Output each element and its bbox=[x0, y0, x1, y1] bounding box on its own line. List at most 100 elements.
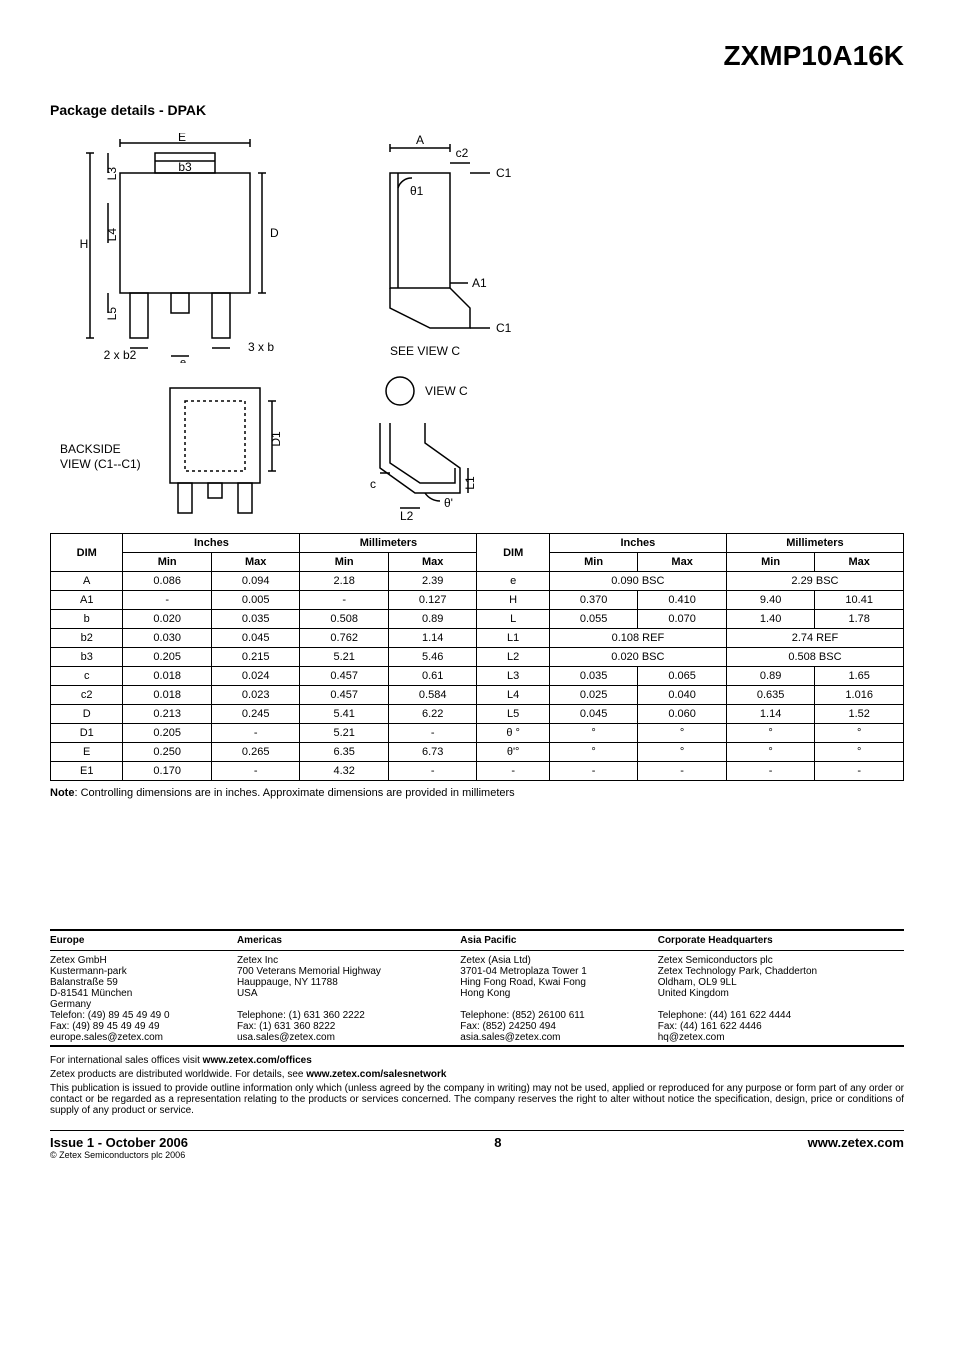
table-cell: 0.005 bbox=[211, 591, 300, 610]
table-cell: 0.89 bbox=[726, 667, 815, 686]
table-row: c0.0180.0240.4570.61L30.0350.0650.891.65 bbox=[51, 667, 904, 686]
contact-hdr-asia: Asia Pacific bbox=[460, 931, 657, 951]
table-cell: c bbox=[51, 667, 123, 686]
table-row: D10.205-5.21-θ °°°°° bbox=[51, 724, 904, 743]
contact-hdr-hq: Corporate Headquarters bbox=[658, 931, 904, 951]
label-c2: c2 bbox=[456, 146, 469, 160]
table-cell: - bbox=[815, 762, 904, 781]
table-cell: A bbox=[51, 572, 123, 591]
table-cell: 0.61 bbox=[388, 667, 477, 686]
table-cell: L2 bbox=[477, 648, 549, 667]
diagrams-row-1: E b3 L3 H L4 D L5 2 x b2 e 3 x b bbox=[50, 133, 904, 363]
label-C1-top: C1 bbox=[496, 166, 512, 180]
contact-hdr-americas: Americas bbox=[237, 931, 460, 951]
contacts: Europe Americas Asia Pacific Corporate H… bbox=[50, 929, 904, 1047]
table-cell: 0.584 bbox=[388, 686, 477, 705]
table-cell: ° bbox=[549, 724, 638, 743]
table-cell: 0.094 bbox=[211, 572, 300, 591]
table-cell: 0.205 bbox=[123, 648, 212, 667]
note: Note: Controlling dimensions are in inch… bbox=[50, 787, 904, 799]
label-L1: L1 bbox=[463, 476, 477, 490]
table-cell: 0.055 bbox=[549, 610, 638, 629]
table-cell: ° bbox=[549, 743, 638, 762]
table-cell: 1.65 bbox=[815, 667, 904, 686]
contact-addr-americas: Zetex Inc 700 Veterans Memorial Highway … bbox=[237, 951, 460, 1046]
table-cell: ° bbox=[815, 724, 904, 743]
legal-text: For international sales offices visit ww… bbox=[50, 1055, 904, 1116]
table-cell: 9.40 bbox=[726, 591, 815, 610]
legal-3: This publication is issued to provide ou… bbox=[50, 1083, 904, 1116]
table-cell: ° bbox=[815, 743, 904, 762]
diagram-backside: BACKSIDE VIEW (C1--C1) D1 bbox=[50, 373, 310, 523]
table-cell: 1.016 bbox=[815, 686, 904, 705]
table-cell: 0.035 bbox=[549, 667, 638, 686]
table-row: A1-0.005-0.127H0.3700.4109.4010.41 bbox=[51, 591, 904, 610]
label-D1: D1 bbox=[269, 431, 283, 447]
table-cell: b2 bbox=[51, 629, 123, 648]
th-mm-l: Millimeters bbox=[300, 534, 477, 553]
table-cell: 0.215 bbox=[211, 648, 300, 667]
footer-copyright: © Zetex Semiconductors plc 2006 bbox=[50, 1150, 188, 1160]
note-text: : Controlling dimensions are in inches. … bbox=[74, 787, 514, 799]
th-dim: DIM bbox=[51, 534, 123, 572]
table-cell: 0.045 bbox=[211, 629, 300, 648]
table-cell: - bbox=[726, 762, 815, 781]
table-cell: 5.21 bbox=[300, 648, 389, 667]
th-dim-r: DIM bbox=[477, 534, 549, 572]
footer-page: 8 bbox=[494, 1135, 501, 1150]
label-see-view-c: SEE VIEW C bbox=[390, 344, 460, 358]
table-cell: H bbox=[477, 591, 549, 610]
table-cell: e bbox=[477, 572, 549, 591]
table-cell: 0.018 bbox=[123, 667, 212, 686]
table-cell: 0.023 bbox=[211, 686, 300, 705]
label-E: E bbox=[178, 133, 186, 144]
table-cell: 5.46 bbox=[388, 648, 477, 667]
contact-addr-asia: Zetex (Asia Ltd) 3701-04 Metroplaza Towe… bbox=[460, 951, 657, 1046]
legal-1a: For international sales offices visit bbox=[50, 1055, 203, 1066]
table-cell: 0.457 bbox=[300, 686, 389, 705]
table-cell: b3 bbox=[51, 648, 123, 667]
table-cell: θ'° bbox=[477, 743, 549, 762]
table-cell: 0.065 bbox=[638, 667, 727, 686]
th-inches-l: Inches bbox=[123, 534, 300, 553]
part-number: ZXMP10A16K bbox=[50, 40, 904, 72]
table-cell: 0.086 bbox=[123, 572, 212, 591]
table-cell: 6.35 bbox=[300, 743, 389, 762]
label-A1: A1 bbox=[472, 276, 487, 290]
th-max: Max bbox=[638, 553, 727, 572]
table-cell: L5 bbox=[477, 705, 549, 724]
table-cell: 0.030 bbox=[123, 629, 212, 648]
diagram-side-view: A c2 C1 θ1 A1 C1 SEE VIEW C bbox=[340, 133, 540, 363]
table-cell: 0.213 bbox=[123, 705, 212, 724]
label-3xb: 3 x b bbox=[248, 340, 274, 354]
table-cell: L4 bbox=[477, 686, 549, 705]
table-row: A0.0860.0942.182.39e0.090 BSC2.29 BSC bbox=[51, 572, 904, 591]
table-cell: L3 bbox=[477, 667, 549, 686]
section-title: Package details - DPAK bbox=[50, 102, 904, 118]
table-cell: E1 bbox=[51, 762, 123, 781]
th-min: Min bbox=[549, 553, 638, 572]
label-L4: L4 bbox=[105, 228, 119, 242]
table-cell: D1 bbox=[51, 724, 123, 743]
table-row: E10.170-4.32------ bbox=[51, 762, 904, 781]
table-cell: 0.060 bbox=[638, 705, 727, 724]
legal-2a: Zetex products are distributed worldwide… bbox=[50, 1069, 306, 1080]
table-cell: D bbox=[51, 705, 123, 724]
table-cell: 2.18 bbox=[300, 572, 389, 591]
legal-2b: www.zetex.com/salesnetwork bbox=[306, 1069, 446, 1080]
label-L5: L5 bbox=[105, 307, 119, 321]
label-backside: BACKSIDE bbox=[60, 442, 121, 456]
table-row: D0.2130.2455.416.22L50.0450.0601.141.52 bbox=[51, 705, 904, 724]
table-cell: - bbox=[477, 762, 549, 781]
table-cell: - bbox=[211, 724, 300, 743]
table-row: b30.2050.2155.215.46L20.020 BSC0.508 BSC bbox=[51, 648, 904, 667]
table-cell: 0.410 bbox=[638, 591, 727, 610]
table-cell: - bbox=[388, 762, 477, 781]
th-inches-r: Inches bbox=[549, 534, 726, 553]
table-cell: - bbox=[211, 762, 300, 781]
table-cell: ° bbox=[726, 724, 815, 743]
label-H: H bbox=[80, 237, 89, 251]
contact-addr-europe: Zetex GmbH Kustermann-park Balanstraße 5… bbox=[50, 951, 237, 1046]
table-row: E0.2500.2656.356.73θ'°°°°° bbox=[51, 743, 904, 762]
table-cell: 0.127 bbox=[388, 591, 477, 610]
